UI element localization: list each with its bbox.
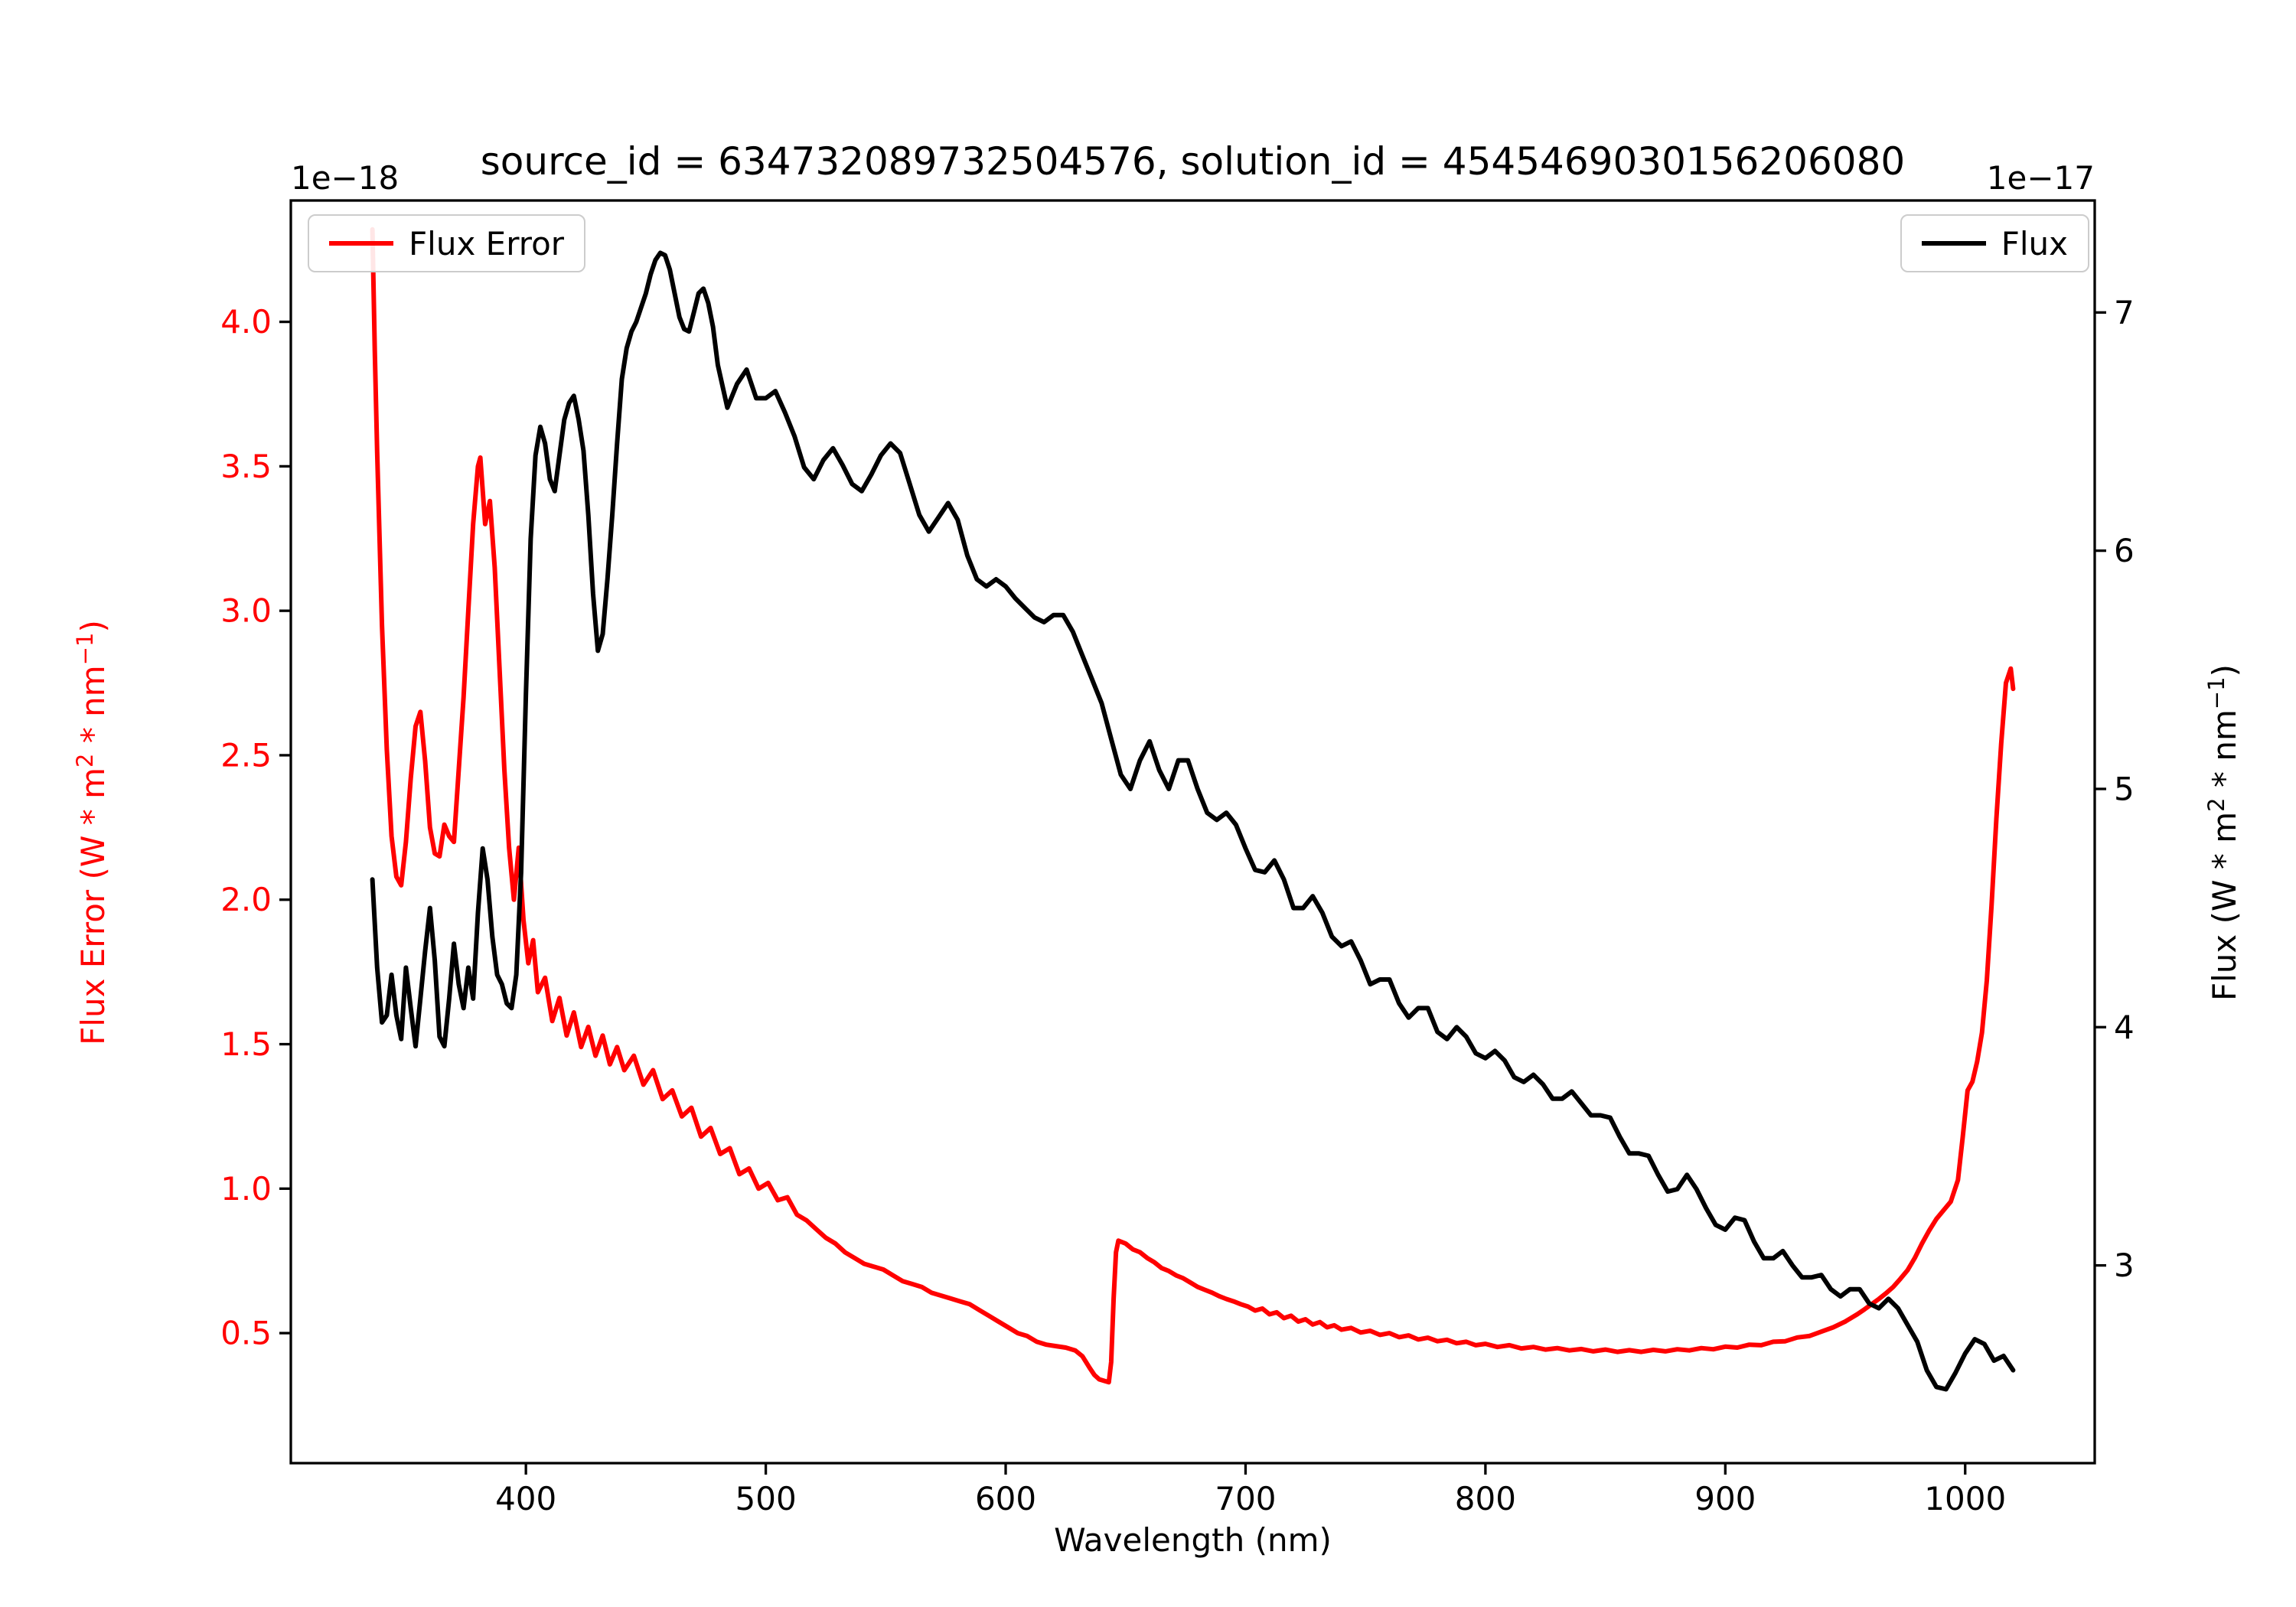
flux-line-sample — [1921, 241, 1986, 246]
right-axis-label: Flux (W * m2 * nm−1) — [2203, 664, 2243, 1002]
legend-flux-error: Flux Error — [308, 214, 586, 272]
legend-flux-label: Flux — [2001, 224, 2068, 262]
left-y-tick-label: 2.0 — [220, 881, 272, 918]
x-tick-label: 900 — [1694, 1480, 1756, 1517]
right-y-tick-label: 3 — [2114, 1247, 2135, 1284]
left-axis-offset-text: 1e−18 — [291, 159, 400, 197]
right-y-tick-label: 4 — [2114, 1009, 2135, 1046]
left-y-tick-label: 3.5 — [220, 448, 272, 485]
x-tick-label: 600 — [975, 1480, 1036, 1517]
left-y-tick-label: 2.5 — [220, 736, 272, 774]
legend-flux-error-label: Flux Error — [409, 224, 565, 262]
x-tick-label: 1000 — [1924, 1480, 2006, 1517]
series-line-flux — [370, 250, 2016, 1392]
x-tick-label: 500 — [735, 1480, 797, 1517]
left-axis-label: Flux Error (W * m2 * nm−1) — [72, 620, 112, 1045]
flux-error-line-sample — [329, 241, 393, 246]
right-y-tick-label: 6 — [2114, 532, 2135, 569]
axes-frame — [289, 199, 2096, 1465]
left-y-tick-label: 0.5 — [220, 1315, 272, 1352]
right-y-tick-label: 7 — [2114, 294, 2135, 331]
x-tick-label: 700 — [1215, 1480, 1276, 1517]
legend-flux: Flux — [1900, 214, 2089, 272]
x-tick-label: 800 — [1455, 1480, 1516, 1517]
left-y-tick-label: 1.0 — [220, 1170, 272, 1208]
left-y-tick-label: 1.5 — [220, 1025, 272, 1063]
left-y-tick-label: 4.0 — [220, 303, 272, 341]
right-y-tick-label: 5 — [2114, 770, 2135, 807]
x-tick-label: 400 — [495, 1480, 556, 1517]
right-axis-offset-text: 1e−17 — [1986, 159, 2095, 197]
left-y-tick-label: 3.0 — [220, 592, 272, 630]
x-axis-label: Wavelength (nm) — [1054, 1521, 1332, 1559]
chart-title: source_id = 634732089732504576, solution… — [480, 139, 1906, 184]
series-line-flux-error — [370, 227, 2016, 1385]
